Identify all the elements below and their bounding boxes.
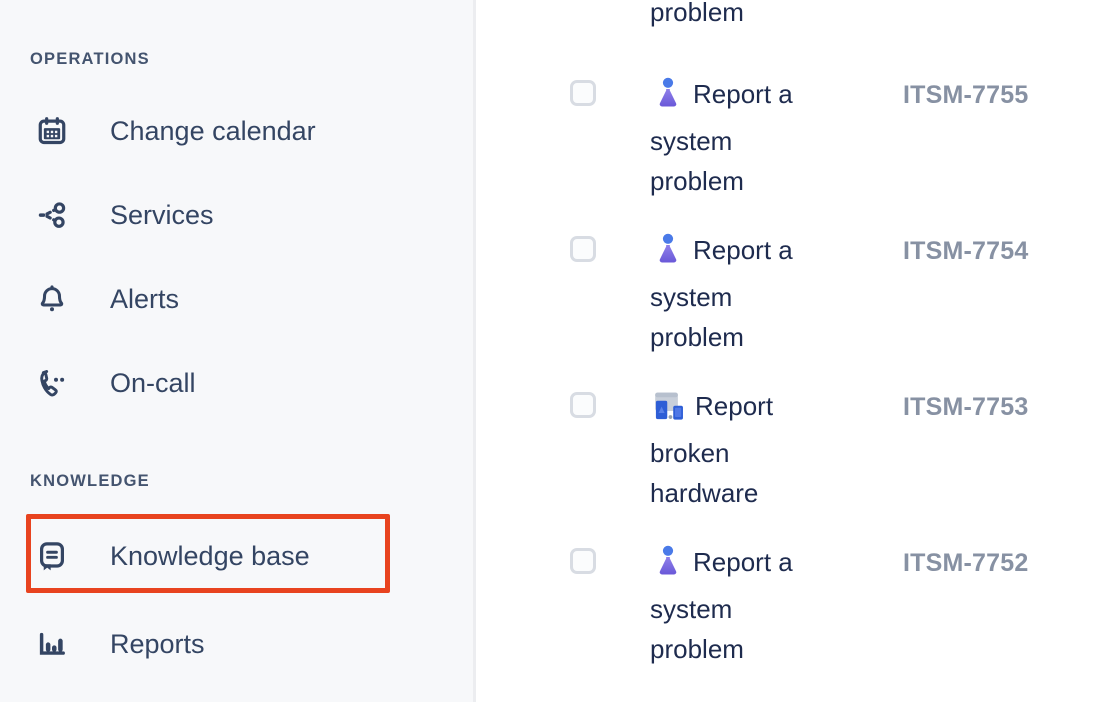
issue-summary-text: Report a system problem xyxy=(650,79,793,196)
sidebar-item-label: On-call xyxy=(110,367,196,398)
issue-summary-text: Report broken hardware xyxy=(650,391,774,508)
issue-list: problem Report a system problem ITSM-775… xyxy=(476,0,1110,702)
issue-key: ITSM-7754 xyxy=(903,237,1029,265)
sidebar-item-change-calendar[interactable]: Change calendar xyxy=(0,89,470,173)
calendar-icon xyxy=(36,115,68,147)
sidebar-item-label: Services xyxy=(110,199,214,230)
issue-summary-link[interactable]: Report a system problem xyxy=(650,230,818,357)
sidebar-heading-operations: OPERATIONS xyxy=(30,50,150,68)
sidebar: OPERATIONS Change calendar xyxy=(0,0,476,702)
book-icon xyxy=(36,540,68,572)
row-checkbox[interactable] xyxy=(570,80,596,106)
sidebar-item-label: Reports xyxy=(110,628,205,659)
sidebar-heading-knowledge: KNOWLEDGE xyxy=(30,472,150,490)
issue-summary-link[interactable]: Report broken hardware xyxy=(650,386,818,513)
bell-icon xyxy=(36,283,68,315)
sidebar-item-reports[interactable]: Reports xyxy=(0,602,470,686)
sidebar-item-on-call[interactable]: On-call xyxy=(0,341,470,425)
issue-summary-link[interactable]: Report a system problem xyxy=(650,542,818,669)
services-icon xyxy=(36,199,68,231)
row-checkbox[interactable] xyxy=(570,236,596,262)
sidebar-item-alerts[interactable]: Alerts xyxy=(0,257,470,341)
broken-hardware-icon xyxy=(650,390,688,433)
system-problem-icon xyxy=(650,76,686,121)
table-row[interactable]: Report broken hardware ITSM-7753 xyxy=(476,386,1110,542)
sidebar-item-label: Change calendar xyxy=(110,115,316,146)
table-row[interactable]: Report a system problem ITSM-7752 xyxy=(476,542,1110,698)
issue-summary-text: Report a system problem xyxy=(650,235,793,352)
partial-summary-text: problem xyxy=(650,0,744,27)
sidebar-item-services[interactable]: Services xyxy=(0,173,470,257)
system-problem-icon xyxy=(650,544,686,589)
issue-key: ITSM-7755 xyxy=(903,81,1029,109)
row-checkbox[interactable] xyxy=(570,392,596,418)
system-problem-icon xyxy=(650,232,686,277)
issue-summary-text: Report a system problem xyxy=(650,547,793,664)
table-row[interactable]: Report a system problem ITSM-7754 xyxy=(476,230,1110,386)
sidebar-item-label: Alerts xyxy=(110,283,180,314)
issue-key: ITSM-7753 xyxy=(903,393,1029,421)
phone-icon xyxy=(36,367,68,399)
sidebar-item-knowledge-base[interactable]: Knowledge base xyxy=(0,514,470,598)
row-checkbox[interactable] xyxy=(570,548,596,574)
table-row[interactable]: Report a system problem ITSM-7755 xyxy=(476,74,1110,230)
issue-summary-link[interactable]: Report a system problem xyxy=(650,74,818,201)
issue-key: ITSM-7752 xyxy=(903,549,1029,577)
bar-chart-icon xyxy=(36,628,68,660)
sidebar-item-label: Knowledge base xyxy=(110,540,310,571)
